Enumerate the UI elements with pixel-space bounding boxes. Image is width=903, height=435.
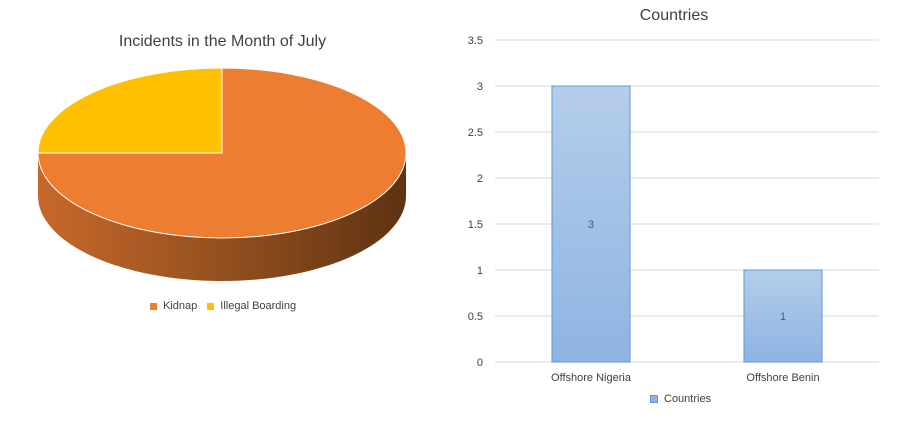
- pie-side-wall: [38, 153, 406, 281]
- bar-data-label: 1: [780, 311, 786, 323]
- y-tick-label: 1: [477, 265, 483, 277]
- pie-legend-item: Illegal Boarding: [207, 300, 296, 312]
- y-tick-label: 0: [477, 357, 483, 369]
- pie-legend: Kidnap Illegal Boarding: [150, 300, 306, 312]
- pie-chart-title: Incidents in the Month of July: [118, 33, 327, 50]
- legend-label: Illegal Boarding: [220, 300, 297, 312]
- y-tick-label: 2.5: [468, 127, 483, 139]
- y-tick-label: 2: [477, 173, 483, 185]
- bar-offshore-nigeria: [551, 85, 631, 363]
- y-tick-label: 1.5: [468, 219, 483, 231]
- x-tick-label: Offshore Nigeria: [551, 372, 632, 384]
- y-tick-label: 0.5: [468, 311, 483, 323]
- pie-chart-svg: [37, 67, 407, 281]
- bar-legend: Countries: [650, 393, 721, 405]
- bar-chart-title: Countries: [639, 7, 709, 24]
- legend-label: Kidnap: [163, 300, 198, 312]
- pie-legend-item: Kidnap: [150, 300, 197, 312]
- bar-legend-item: Countries: [650, 393, 711, 405]
- bar-data-label: 3: [588, 219, 594, 231]
- bar-offshore-benin: [743, 269, 823, 363]
- legend-swatch: [650, 395, 658, 403]
- pie-slice-illegal-boarding: [37, 67, 223, 154]
- y-tick-label: 3: [477, 81, 483, 93]
- legend-label: Countries: [664, 393, 712, 405]
- legend-swatch: [207, 302, 215, 310]
- pie-chart-panel: Incidents in the Month of July Kidnap Ill…: [0, 0, 445, 435]
- y-tick-label: 3.5: [468, 35, 483, 47]
- bar-chart-panel: Countries 0 0.5 1 1.5 2 2.5 3 3.5 3 Offshore Nige…: [445, 0, 903, 435]
- legend-swatch: [150, 302, 157, 310]
- bar-chart-svg: 0 0.5 1 1.5 2 2.5 3 3.5 3 Offshore Nigeria 1 Offsho…: [468, 35, 879, 384]
- x-tick-label: Offshore Benin: [746, 372, 819, 384]
- pie-slice-kidnap: [37, 67, 407, 239]
